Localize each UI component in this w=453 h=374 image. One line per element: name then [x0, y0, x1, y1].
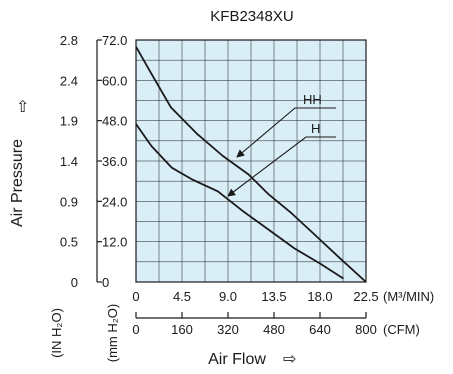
y-unit-primary: (mm H₂O) — [105, 304, 120, 362]
x-axis-label: Air Flow — [208, 351, 266, 368]
y-tick-label-secondary: 1.4 — [60, 154, 78, 169]
series-annotations: HHH — [227, 92, 336, 197]
y-tick-label-secondary: 1.9 — [60, 114, 78, 129]
x-tick-label-secondary: 160 — [171, 322, 193, 337]
x-tick-label-primary: 22.5 — [353, 289, 378, 304]
annotation-leader-hh — [236, 107, 336, 158]
x-tick-label-primary: 0 — [132, 289, 139, 304]
x-unit-primary: (M³/MIN) — [383, 289, 434, 304]
annotation-leader-h — [227, 136, 336, 197]
x-axis-direction-arrow: ⇨ — [283, 351, 296, 368]
annotation-label-h: H — [311, 121, 320, 136]
x-tick-label-secondary: 0 — [132, 322, 139, 337]
chart-title: KFB2348XU — [210, 8, 293, 25]
y-tick-label-primary: 12.0 — [102, 235, 127, 250]
y-tick-label-secondary: 2.8 — [60, 33, 78, 48]
y-tick-label-primary: 72.0 — [102, 33, 127, 48]
x-tick-label-primary: 4.5 — [173, 289, 191, 304]
x-axes: 0 4.5 9.0 13.5 18.0 22.5 0 160 320 480 640 800 — [132, 289, 378, 337]
x-tick-label-primary: 18.0 — [307, 289, 332, 304]
x-tick-label-primary: 9.0 — [219, 289, 237, 304]
y-tick-label-primary: 48.0 — [102, 114, 127, 129]
y-tick-label-secondary: 0.9 — [60, 194, 78, 209]
x-tick-label-primary: 13.5 — [261, 289, 286, 304]
y-tick-label-secondary: 0.5 — [60, 235, 78, 250]
y-unit-secondary: (IN H₂O) — [49, 308, 64, 358]
y-axis-direction-arrow: ⇧ — [16, 99, 29, 116]
annotation-label-hh: HH — [303, 92, 322, 107]
x-tick-label-secondary: 800 — [355, 322, 377, 337]
x-tick-label-secondary: 320 — [217, 322, 239, 337]
series-line-h — [135, 123, 344, 280]
y-tick-label-primary: 0 — [102, 275, 109, 290]
y-tick-label-primary: 24.0 — [102, 194, 127, 209]
series-layer — [135, 46, 367, 283]
y-tick-label-primary: 60.0 — [102, 73, 127, 88]
y-axis-label: Air Pressure — [9, 139, 26, 227]
x-tick-label-secondary: 480 — [263, 322, 285, 337]
y-tick-label-primary: 36.0 — [102, 154, 127, 169]
x-tick-label-secondary: 640 — [309, 322, 331, 337]
y-tick-label-secondary: 0 — [71, 275, 78, 290]
series-line-hh — [135, 46, 367, 283]
y-tick-label-secondary: 2.4 — [60, 73, 78, 88]
grid-lines — [136, 40, 366, 282]
x-unit-secondary: (CFM) — [383, 322, 420, 337]
y-axes: 0 12.0 24.0 36.0 48.0 60.0 72.0 0 0.5 0.9 1.4 1.9 2.… — [60, 33, 127, 290]
